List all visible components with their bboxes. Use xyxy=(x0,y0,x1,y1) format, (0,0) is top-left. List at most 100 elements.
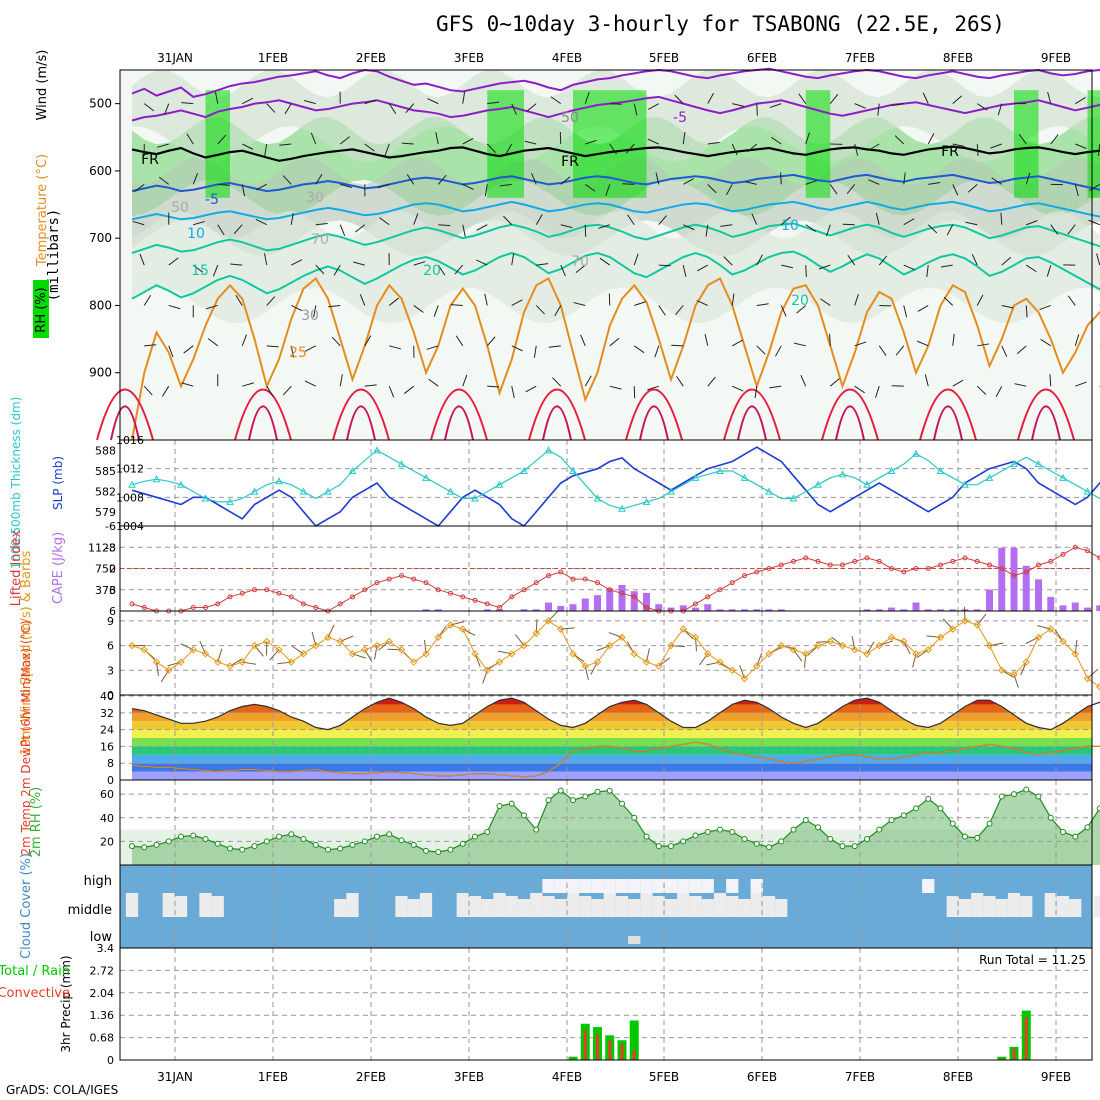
cape-bar xyxy=(679,605,687,611)
wind-barb xyxy=(599,257,611,266)
thickness-marker xyxy=(471,494,479,502)
wind10-marker xyxy=(655,662,663,670)
wind-barb xyxy=(744,181,757,185)
wind10-marker xyxy=(275,645,283,654)
li-marker xyxy=(1011,573,1017,579)
isotherm-35-hump xyxy=(737,405,767,441)
cloud-mid-block xyxy=(334,899,347,917)
wind-barb xyxy=(230,263,243,266)
y-tick-label: 40 xyxy=(100,690,114,703)
rh2m-area xyxy=(132,789,1100,865)
cape-bar xyxy=(496,609,503,611)
wind-barb xyxy=(282,175,292,185)
y-tick-label: 0 xyxy=(107,1054,114,1067)
wind-barb xyxy=(331,336,341,347)
wind-barb xyxy=(552,377,562,387)
y-tick-label: 3 xyxy=(107,664,114,677)
wind-barb xyxy=(144,344,157,347)
y-tick-label: 2.72 xyxy=(90,964,115,977)
wind-barb xyxy=(990,143,1002,149)
wind10-marker xyxy=(471,650,479,658)
wind10-marker xyxy=(128,641,136,650)
contour-label: 70 xyxy=(311,232,329,248)
isotherm-35-hump xyxy=(444,405,474,441)
cape-bar xyxy=(655,604,663,611)
wind-barb xyxy=(976,385,987,395)
rh2m-marker xyxy=(827,836,834,843)
cape-bar xyxy=(606,588,614,611)
cloud-mid-block xyxy=(566,893,580,917)
cape-bar xyxy=(545,602,552,611)
date-label-top: 9FEB xyxy=(1041,51,1071,65)
rh2m-marker xyxy=(692,832,699,839)
thickness-marker xyxy=(740,473,749,481)
cloud-mid-block xyxy=(162,893,175,917)
cape-bar xyxy=(998,547,1006,611)
wind-barb xyxy=(655,172,660,185)
wind-barb xyxy=(193,220,205,226)
wind10-marker xyxy=(410,658,418,666)
date-label-top: 8FEB xyxy=(943,51,973,65)
wind-barb xyxy=(1014,383,1027,387)
wind-barb xyxy=(212,264,219,277)
wind10-marker xyxy=(152,658,161,666)
li-marker xyxy=(999,566,1005,571)
wind-barb xyxy=(903,172,906,185)
cape-bar xyxy=(716,609,724,611)
li-marker xyxy=(558,569,564,575)
cloud-mid-block xyxy=(346,893,359,917)
cape-bar xyxy=(1010,547,1018,611)
cape-bar xyxy=(422,609,430,611)
wind-barb xyxy=(875,212,880,225)
wind-barb xyxy=(917,340,929,347)
wind10-marker xyxy=(250,641,259,650)
li-marker xyxy=(766,566,772,571)
cloud-high-block xyxy=(640,879,653,893)
temp-band xyxy=(132,729,1092,739)
rh2m-marker xyxy=(423,847,429,854)
rh2m-marker xyxy=(1060,828,1066,835)
rh2m-marker xyxy=(900,812,907,819)
wind-barb xyxy=(725,184,733,196)
cloud-mid-block xyxy=(419,893,433,917)
thickness-marker xyxy=(618,504,626,512)
wind-barb xyxy=(967,183,978,193)
wind-barb xyxy=(437,264,446,276)
rh2m-marker xyxy=(508,800,515,807)
isotherm-30-hump xyxy=(528,388,586,441)
wind-barb xyxy=(818,264,831,270)
wind-barb xyxy=(426,345,439,350)
y-tick-label-right: 1012 xyxy=(116,463,144,476)
y-tick-label: 16 xyxy=(100,740,114,753)
thickness-marker xyxy=(275,477,283,485)
thickness-marker xyxy=(324,487,332,495)
dewpoint-line-dash xyxy=(131,741,1100,778)
isotherm-line xyxy=(131,67,1100,98)
cloud-panel: high middle low Cloud Cover (%) xyxy=(19,853,1100,959)
wind-barb xyxy=(462,374,468,387)
li-marker xyxy=(852,558,858,564)
cloud-mid-block xyxy=(1056,896,1070,917)
contour-label: 25 xyxy=(289,345,307,361)
rh2m-marker xyxy=(239,846,246,853)
cloud-mid-block xyxy=(701,899,714,917)
wind-barb xyxy=(683,224,695,231)
isotherm-30-hump xyxy=(723,388,781,441)
wind-barb xyxy=(622,183,635,185)
y-axis-label-cloud: Cloud Cover (%) xyxy=(19,853,34,959)
isotherm-35-hump xyxy=(248,405,278,441)
wind-barb xyxy=(511,103,517,115)
wind-barb xyxy=(233,224,243,234)
cloud-mid-block xyxy=(677,893,690,917)
wind-barb xyxy=(364,384,377,387)
wind-barb xyxy=(868,179,880,185)
wind-barb xyxy=(157,143,169,148)
wind10-marker xyxy=(814,641,822,650)
thickness-marker xyxy=(226,497,234,505)
cloud-high-block xyxy=(664,879,678,893)
precip-convective-bar xyxy=(632,1050,636,1060)
thickness-marker xyxy=(863,480,871,488)
precip-convective-bar xyxy=(571,1058,575,1060)
cape-bar xyxy=(937,609,944,611)
li-marker xyxy=(754,569,760,575)
